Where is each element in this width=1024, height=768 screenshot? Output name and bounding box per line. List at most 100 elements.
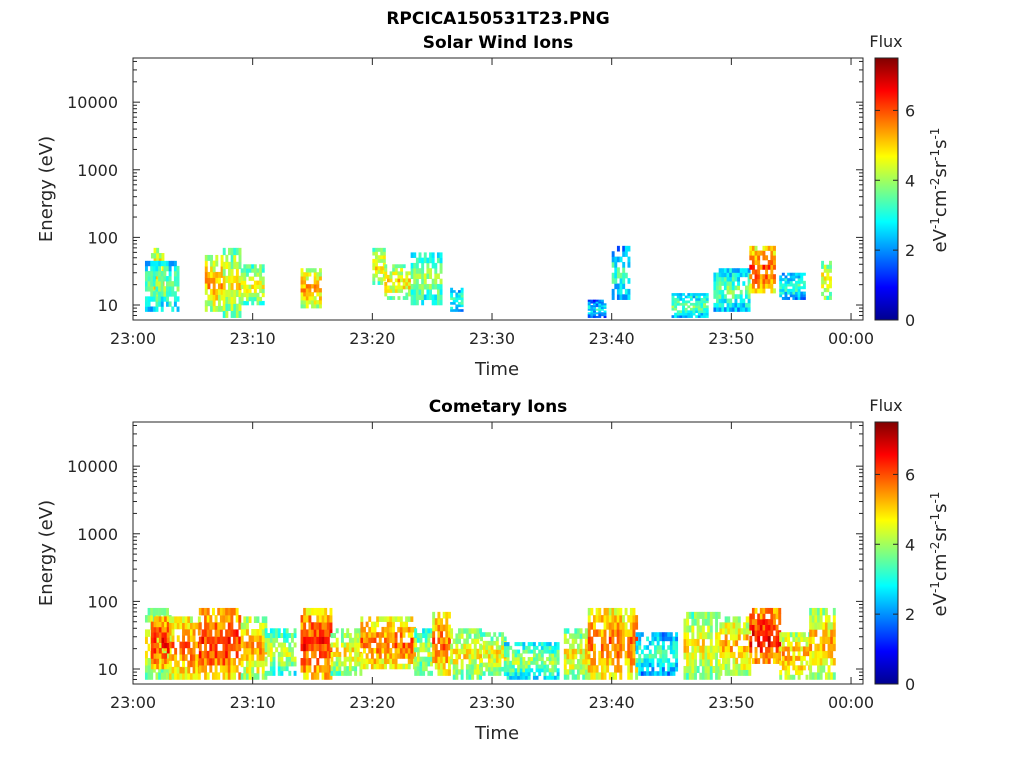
heatmap-cell <box>656 671 660 676</box>
heatmap-cell <box>373 663 377 670</box>
heatmap-cell <box>749 250 753 256</box>
heatmap-cell <box>410 268 414 274</box>
heatmap-cell <box>288 642 292 648</box>
heatmap-cell <box>158 632 162 638</box>
heatmap-cell <box>676 302 680 306</box>
heatmap-cell <box>360 621 364 628</box>
heatmap-cell <box>757 255 761 261</box>
heatmap-cell <box>619 278 623 284</box>
heatmap-cell <box>452 297 456 300</box>
heatmap-cell <box>576 628 580 634</box>
heatmap-cell <box>587 303 591 306</box>
x-tick-label: 23:10 <box>230 329 276 348</box>
heatmap-cell <box>308 643 312 652</box>
heatmap-cell <box>600 308 604 311</box>
heatmap-cell <box>632 650 636 659</box>
heatmap-cell <box>789 291 793 295</box>
heatmap-cell <box>709 652 713 660</box>
heatmap-cell <box>418 268 422 274</box>
heatmap-cell <box>792 296 796 300</box>
x-tick-label: 23:00 <box>110 693 156 712</box>
heatmap-cell <box>442 643 446 651</box>
heatmap-cell <box>571 638 575 644</box>
heatmap-cell <box>797 670 801 676</box>
heatmap-cell <box>335 628 339 634</box>
heatmap-cell <box>667 671 671 676</box>
heatmap-cell <box>204 658 208 666</box>
heatmap-cell <box>548 645 552 650</box>
heatmap-cell <box>616 643 620 652</box>
heatmap-cell <box>522 657 526 662</box>
heatmap-cell <box>285 637 289 643</box>
heatmap-cell <box>522 649 526 654</box>
heatmap-cell <box>144 276 148 282</box>
heatmap-cell <box>368 616 372 622</box>
heatmap-cell <box>217 288 221 295</box>
heatmap-cell <box>300 292 304 297</box>
x-tick-label: 23:10 <box>230 693 276 712</box>
heatmap-cell <box>308 272 312 277</box>
heatmap-cell <box>611 278 615 284</box>
heatmap-cell <box>674 312 678 316</box>
heatmap-cell <box>432 650 436 657</box>
heatmap-cell <box>243 284 247 290</box>
heatmap-cell <box>251 284 255 290</box>
heatmap-cell <box>729 272 733 278</box>
heatmap-cell <box>770 278 774 284</box>
heatmap-cell <box>144 650 148 659</box>
heatmap-cell <box>210 277 213 284</box>
heatmap-cell <box>235 607 239 616</box>
heatmap-cell <box>156 653 160 659</box>
heatmap-cell <box>721 294 725 299</box>
heatmap-cell <box>787 280 791 284</box>
heatmap-cell <box>624 629 628 637</box>
heatmap-cell <box>739 268 743 273</box>
heatmap-cell <box>434 273 438 279</box>
heatmap-cell <box>192 629 196 636</box>
heatmap-cell <box>283 661 286 667</box>
heatmap-cell <box>386 296 390 300</box>
heatmap-cell <box>384 663 387 670</box>
heatmap-cell <box>540 657 544 662</box>
heatmap-cell <box>235 261 239 270</box>
heatmap-cell <box>629 650 633 659</box>
heatmap-cell <box>155 301 159 307</box>
heatmap-cell <box>692 305 696 309</box>
heatmap-cell <box>243 641 247 649</box>
heatmap-cell <box>222 261 226 270</box>
heatmap-cell <box>348 661 352 667</box>
heatmap-cell <box>727 622 731 629</box>
heatmap-cell <box>376 642 380 649</box>
heatmap-cell <box>661 662 665 668</box>
heatmap-cell <box>729 276 733 282</box>
heatmap-cell <box>667 666 671 672</box>
heatmap-cell <box>814 643 818 652</box>
heatmap-cell <box>217 622 221 630</box>
heatmap-cell <box>272 661 276 667</box>
heatmap-cell <box>608 615 612 623</box>
heatmap-cell <box>595 299 599 302</box>
heatmap-cell <box>719 640 723 647</box>
heatmap-cell <box>308 268 312 273</box>
heatmap-cell <box>333 670 337 676</box>
heatmap-cell <box>490 649 494 655</box>
heatmap-cell <box>667 632 671 637</box>
heatmap-cell <box>354 637 358 643</box>
heatmap-cell <box>503 668 507 673</box>
heatmap-cell <box>372 266 376 271</box>
heatmap-cell <box>737 307 741 312</box>
heatmap-cell <box>397 264 401 269</box>
heatmap-cell <box>389 647 393 654</box>
heatmap-cell <box>187 629 191 636</box>
heatmap-cell <box>206 636 210 644</box>
heatmap-cell <box>460 304 464 308</box>
heatmap-cell <box>511 660 515 665</box>
heatmap-cell <box>436 283 440 290</box>
heatmap-cell <box>377 269 381 274</box>
heatmap-cell <box>305 272 309 277</box>
heatmap-cell <box>399 632 403 638</box>
heatmap-cell <box>238 289 242 298</box>
heatmap-cell <box>719 663 723 670</box>
heatmap-cell <box>767 245 771 251</box>
